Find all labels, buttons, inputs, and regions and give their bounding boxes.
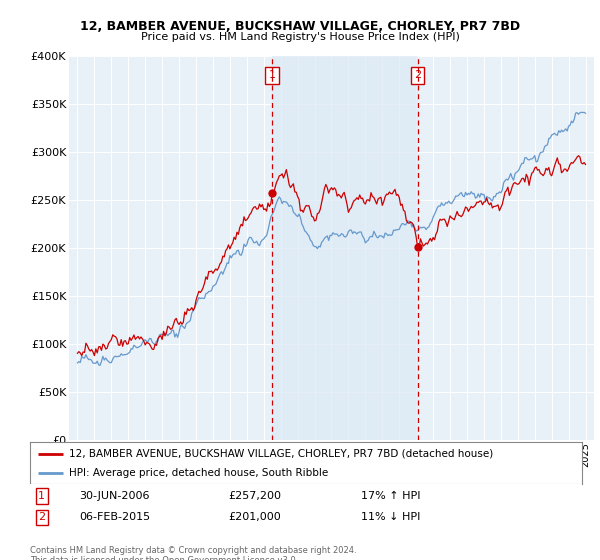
Text: 06-FEB-2015: 06-FEB-2015 bbox=[80, 512, 151, 522]
Text: 2: 2 bbox=[414, 70, 421, 80]
Text: £201,000: £201,000 bbox=[229, 512, 281, 522]
Bar bbox=[272, 56, 418, 440]
Text: 1: 1 bbox=[38, 491, 45, 501]
Text: Contains HM Land Registry data © Crown copyright and database right 2024.
This d: Contains HM Land Registry data © Crown c… bbox=[30, 546, 356, 560]
Text: 11% ↓ HPI: 11% ↓ HPI bbox=[361, 512, 421, 522]
Text: 2: 2 bbox=[38, 512, 46, 522]
Text: 1: 1 bbox=[269, 70, 276, 80]
Text: Price paid vs. HM Land Registry's House Price Index (HPI): Price paid vs. HM Land Registry's House … bbox=[140, 32, 460, 43]
Text: 12, BAMBER AVENUE, BUCKSHAW VILLAGE, CHORLEY, PR7 7BD (detached house): 12, BAMBER AVENUE, BUCKSHAW VILLAGE, CHO… bbox=[68, 449, 493, 459]
Text: 17% ↑ HPI: 17% ↑ HPI bbox=[361, 491, 421, 501]
Text: 12, BAMBER AVENUE, BUCKSHAW VILLAGE, CHORLEY, PR7 7BD: 12, BAMBER AVENUE, BUCKSHAW VILLAGE, CHO… bbox=[80, 20, 520, 32]
Text: £257,200: £257,200 bbox=[229, 491, 282, 501]
Text: 30-JUN-2006: 30-JUN-2006 bbox=[80, 491, 150, 501]
Text: HPI: Average price, detached house, South Ribble: HPI: Average price, detached house, Sout… bbox=[68, 468, 328, 478]
